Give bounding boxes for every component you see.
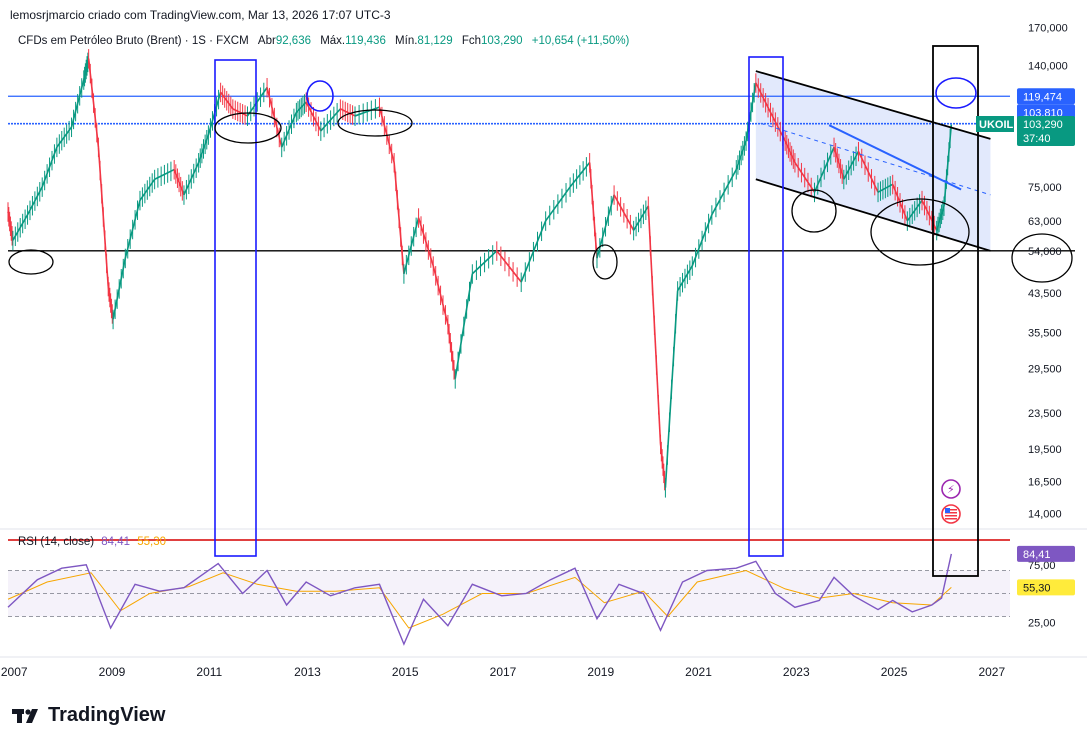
close-label: Fch (461, 35, 481, 47)
annotation-ellipse[interactable] (214, 112, 282, 144)
flag-canton (945, 508, 950, 513)
tag-symbol-bg (976, 116, 1014, 132)
time-tick-label: 2019 (587, 665, 614, 679)
channel-fill (755, 71, 991, 251)
tag-upper-line-bg (1017, 88, 1075, 105)
price-tick-label: 63,000 (1028, 216, 1062, 228)
price-tick-label: 140,000 (1028, 60, 1068, 72)
high-value: 119,436 (345, 35, 386, 47)
time-tick-label: 2009 (99, 665, 126, 679)
tag-symbol: UKOIL (979, 119, 1014, 131)
tag-rsi: 84,41 (1023, 549, 1051, 561)
annotation-ellipse[interactable] (791, 189, 837, 233)
price-tick-label: 54,000 (1028, 246, 1062, 258)
rsi-label[interactable]: RSI (14, close) (18, 536, 95, 548)
annotation-ellipse-blue[interactable] (306, 80, 334, 112)
tag-upper-line: 119,474 (1023, 91, 1062, 103)
tag-rsi-ma: 55,30 (1023, 582, 1051, 594)
rsi-tick-label: 75,00 (1028, 560, 1056, 572)
low-label: Mín. (395, 35, 418, 47)
channel-midline[interactable] (760, 122, 991, 196)
time-tick-label: 2017 (490, 665, 517, 679)
price-tick-label: 16,500 (1028, 477, 1062, 489)
annotation-ellipse[interactable] (8, 249, 54, 275)
rsi-tick-label: 25,00 (1028, 617, 1056, 629)
tag-last-bg (1017, 116, 1075, 146)
flag-stripe (945, 512, 957, 514)
flag-stripe (945, 515, 957, 517)
close-value: 103,290 (480, 35, 523, 47)
price-tick-label: 35,500 (1028, 327, 1062, 339)
time-tick-label: 2007 (1, 665, 28, 679)
price-tick-label: 75,000 (1028, 182, 1062, 194)
time-tick-label: 2023 (783, 665, 810, 679)
price-tick-label: 29,500 (1028, 364, 1062, 376)
flag-stripe (945, 509, 957, 511)
flag-stripe (945, 518, 957, 520)
channel-top-line[interactable] (755, 70, 991, 140)
price-tick-label: 23,500 (1028, 408, 1062, 420)
rsi-legend: RSI (14, close) 84,41 55,30 (18, 536, 166, 548)
brand-name: TradingView (48, 704, 166, 726)
price-tick-label: 19,500 (1028, 444, 1062, 456)
symbol-legend: CFDs em Petróleo Bruto (Brent) · 1S · FX… (18, 35, 629, 47)
channel-bottom-line[interactable] (755, 178, 991, 252)
symbol-name[interactable]: CFDs em Petróleo Bruto (Brent) · 1S · FX… (18, 35, 249, 47)
highlight-box-2022[interactable] (748, 56, 784, 557)
rsi-ma-value: 55,30 (137, 536, 167, 548)
annotation-ellipse-blue[interactable] (935, 77, 977, 109)
time-tick-label: 2027 (978, 665, 1005, 679)
tv-logo-icon (12, 708, 38, 723)
time-tick-label: 2013 (294, 665, 321, 679)
change-value: +10,654 (+11,50%) (531, 35, 630, 47)
open-label: Abr (257, 35, 276, 47)
low-value: 81,129 (417, 35, 453, 47)
lightning-icon[interactable] (941, 479, 961, 499)
high-label: Máx. (320, 35, 346, 47)
open-value: 92,636 (275, 35, 311, 47)
lightning-glyph: ⚡ (947, 483, 955, 496)
tag-last: 103,290 (1023, 119, 1063, 131)
price-tick-label: 14,000 (1028, 509, 1062, 521)
time-tick-label: 2021 (685, 665, 712, 679)
tag-rsi-bg (1017, 545, 1075, 562)
annotation-ellipse[interactable] (337, 109, 413, 137)
rsi-value: 84,41 (101, 536, 131, 548)
tradingview-logo[interactable]: TradingView (12, 704, 165, 727)
annotation-ellipse[interactable] (870, 198, 970, 266)
tag-countdown: 37:40 (1023, 133, 1051, 145)
price-tick-label: 43,500 (1028, 288, 1062, 300)
tag-rsi-ma-bg (1017, 579, 1075, 596)
time-tick-label: 2015 (392, 665, 419, 679)
annotation-ellipse[interactable] (1011, 233, 1073, 283)
author-line: lemosrjmarcio criado com TradingView.com… (10, 8, 391, 22)
time-tick-label: 2025 (881, 665, 908, 679)
highlight-box-2011[interactable] (214, 59, 257, 557)
annotation-ellipse[interactable] (592, 244, 618, 280)
time-tick-label: 2011 (196, 665, 222, 679)
us-flag-icon[interactable] (941, 504, 961, 524)
rsi-line (7, 553, 953, 646)
price-tick-label: 170,000 (1028, 23, 1068, 35)
highlight-box-2026[interactable] (932, 45, 979, 577)
